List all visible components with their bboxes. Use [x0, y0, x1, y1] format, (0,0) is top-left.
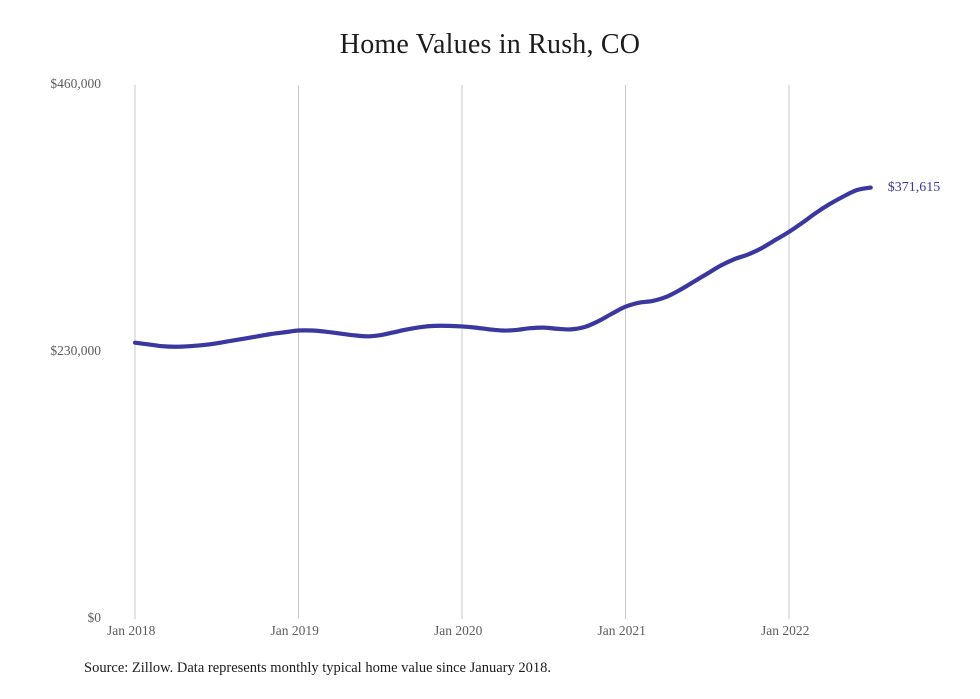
y-axis-tick-label: $460,000 [50, 76, 101, 91]
y-axis-tick-label: $0 [87, 610, 102, 625]
chart-title: Home Values in Rush, CO [339, 29, 641, 60]
gridlines [134, 85, 790, 619]
x-axis-tick-label: Jan 2021 [597, 623, 646, 638]
x-axis-tick-label: Jan 2019 [270, 623, 319, 638]
home-value-line [132, 185, 873, 349]
x-axis-tick-label: Jan 2020 [434, 623, 483, 638]
end-value-label: $371,615 [887, 179, 941, 195]
x-axis-tick-label: Jan 2018 [107, 623, 156, 638]
x-axis-tick-label: Jan 2022 [761, 623, 810, 638]
y-axis-tick-label: $230,000 [50, 343, 101, 358]
source-footnote: Source: Zillow. Data represents monthly … [84, 660, 551, 676]
